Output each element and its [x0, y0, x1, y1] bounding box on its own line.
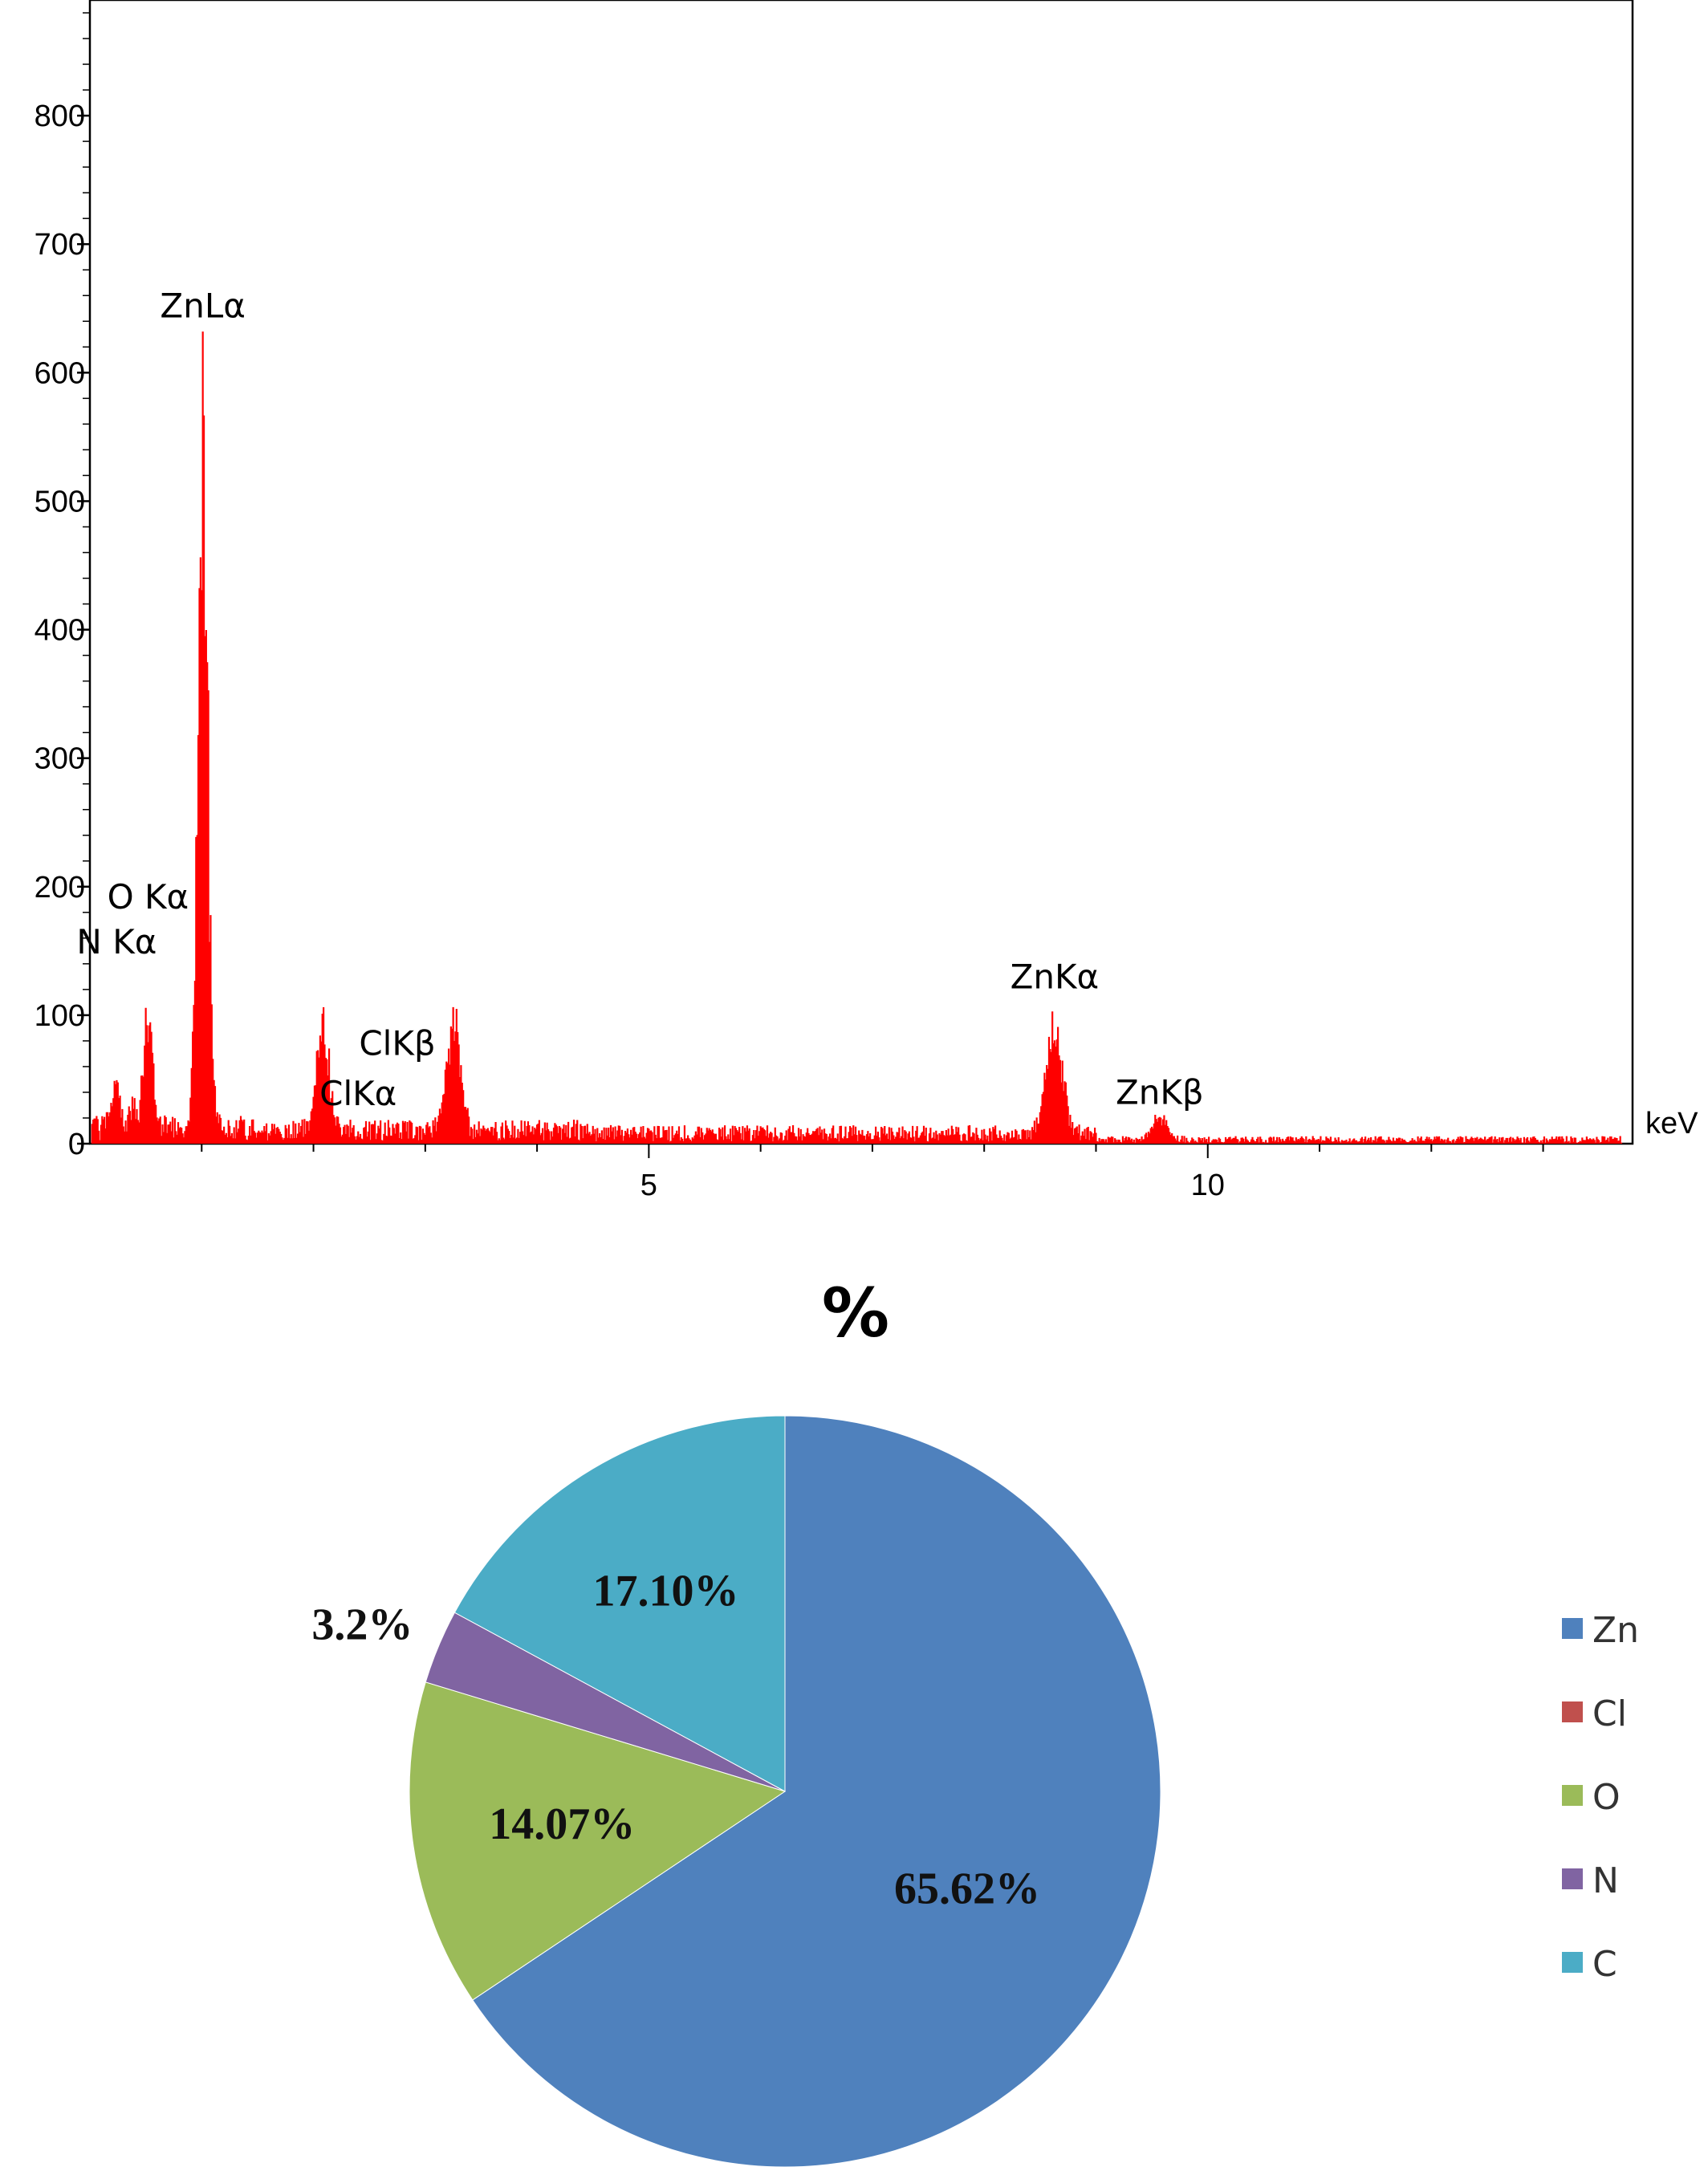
pie-slice-o — [409, 1681, 787, 2001]
y-tick-label: 800 — [35, 100, 85, 133]
y-tick-label: 300 — [35, 742, 85, 776]
y-tick-label: 700 — [35, 228, 85, 262]
y-axis-ticks: 0 100 200 300 400 500 600 700 800 — [35, 100, 90, 1161]
pie-slice-c — [453, 1415, 786, 1792]
x-tick-label: 5 — [640, 1169, 657, 1202]
spectrum-counts — [91, 331, 1623, 1144]
pie-slice-zn — [472, 1415, 1161, 2168]
x-tick-label: 10 — [1191, 1169, 1225, 1202]
y-tick-label: 100 — [35, 999, 85, 1033]
y-tick-label: 200 — [35, 871, 85, 905]
legend-label-o: O — [1592, 1777, 1621, 1818]
spectrum-bars — [91, 331, 1623, 1144]
peak-label: ClKβ — [359, 1024, 435, 1063]
y-tick-label: 400 — [35, 614, 85, 648]
y-minor-ticks — [83, 12, 90, 1119]
pie-legend: Zn Cl O N C — [1562, 1610, 1639, 1985]
legend-swatch-cl — [1562, 1701, 1583, 1722]
legend-swatch-c — [1562, 1952, 1583, 1973]
pie-slices — [409, 1415, 1161, 2168]
legend-swatch-zn — [1562, 1618, 1583, 1639]
peak-label: ClKα — [319, 1074, 396, 1113]
pie-label-n: 3.2% — [311, 1600, 413, 1650]
pie-label-o: 14.07% — [489, 1799, 635, 1849]
y-tick-label: 0 — [68, 1128, 85, 1161]
peak-label: ZnKβ — [1116, 1072, 1204, 1112]
legend-label-c: C — [1592, 1944, 1617, 1985]
peak-label: O Kα — [108, 877, 189, 917]
pie-slice-labels: 65.62% 14.07% 3.2% 17.10% — [311, 1567, 1040, 1914]
peak-label: N Kα — [76, 922, 157, 962]
legend-label-n: N — [1592, 1860, 1619, 1901]
legend-swatch-o — [1562, 1785, 1583, 1806]
legend-swatch-n — [1562, 1868, 1583, 1889]
y-tick-label: 500 — [35, 485, 85, 518]
pie-label-c: 17.10% — [592, 1567, 738, 1616]
peak-label: ZnLα — [160, 286, 245, 325]
y-tick-label: 600 — [35, 356, 85, 390]
pie-label-zn: 65.62% — [894, 1864, 1040, 1913]
legend-label-cl: Cl — [1592, 1693, 1627, 1734]
composition-pie-chart: % 65.62% 14.07% 3.2% 17.10% Zn Cl O N C — [311, 1274, 1639, 2168]
eds-spectrum-chart: 0 100 200 300 400 500 600 700 800 5 10 N Kα O Kα Zn… — [35, 0, 1698, 1202]
legend-label-zn: Zn — [1592, 1610, 1639, 1651]
x-axis-label: keV — [1645, 1107, 1698, 1140]
peak-labels: N Kα O Kα ZnLα ClKα ClKβ ZnKα ZnKβ — [76, 286, 1203, 1112]
x-axis-ticks: 5 10 — [201, 1144, 1544, 1202]
peak-label: ZnKα — [1011, 957, 1100, 996]
pie-title: % — [822, 1274, 889, 1352]
